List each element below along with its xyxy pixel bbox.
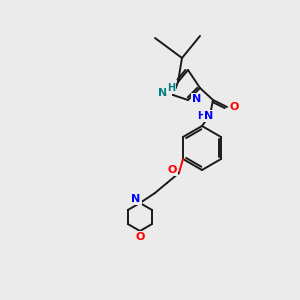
- Text: H: H: [167, 83, 175, 93]
- Text: N: N: [131, 194, 141, 204]
- Text: H: H: [197, 111, 205, 121]
- Text: O: O: [135, 232, 145, 242]
- Text: N: N: [204, 111, 214, 121]
- Text: N: N: [158, 88, 168, 98]
- Text: O: O: [167, 165, 177, 175]
- Text: N: N: [192, 94, 202, 104]
- Text: O: O: [229, 102, 239, 112]
